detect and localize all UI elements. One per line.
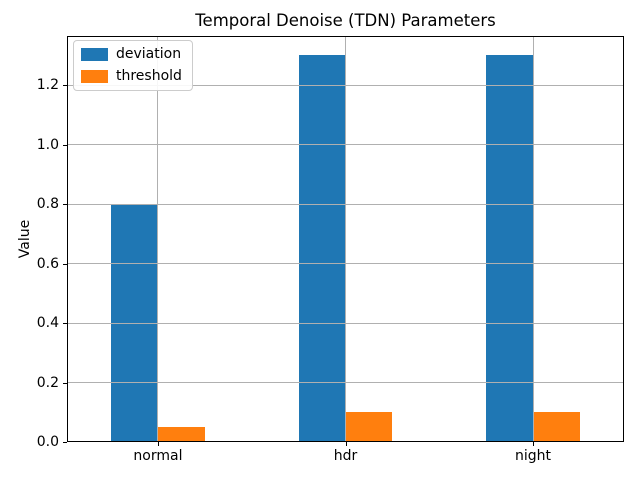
x-gridline	[532, 36, 534, 442]
bars-layer	[67, 36, 624, 442]
y-tick-mark	[63, 263, 67, 265]
legend-label-deviation: deviation	[116, 46, 182, 62]
x-tick-label-normal: normal	[133, 448, 183, 464]
y-tick-label: 0.8	[36, 196, 59, 213]
legend: deviation threshold	[73, 40, 193, 91]
y-tick-label: 0.0	[36, 434, 59, 450]
bar-deviation-hdr	[298, 55, 346, 442]
legend-swatch-threshold-icon	[81, 70, 108, 83]
bar-threshold-night	[533, 412, 580, 442]
x-tick-mark	[533, 442, 535, 446]
x-gridline	[157, 36, 159, 442]
x-gridline	[345, 36, 346, 442]
y-tick-mark	[63, 442, 67, 443]
grid-layer	[67, 36, 624, 442]
y-tick-label: 0.4	[36, 315, 59, 332]
chart-title: Temporal Denoise (TDN) Parameters	[195, 11, 496, 30]
x-tick-mark	[157, 442, 159, 446]
y-tick-label: 0.6	[36, 255, 59, 272]
y-tick-label: 0.2	[36, 374, 59, 391]
x-tick-label-night: night	[515, 448, 552, 464]
legend-label-threshold: threshold	[116, 68, 182, 84]
y-tick-mark	[63, 382, 67, 384]
x-tick-mark	[345, 442, 347, 446]
y-tick-mark	[63, 204, 67, 206]
legend-swatch-deviation-icon	[81, 48, 108, 61]
y-tick-label: 1.2	[36, 77, 59, 94]
y-tick-mark	[63, 85, 67, 87]
bar-threshold-normal	[157, 427, 205, 442]
y-axis-label: Value	[17, 219, 33, 259]
x-tick-label-hdr: hdr	[333, 448, 358, 464]
legend-item-threshold: threshold	[81, 68, 182, 85]
bar-threshold-hdr	[345, 412, 393, 442]
y-tick-label: 1.0	[36, 136, 59, 153]
y-tick-mark	[63, 144, 67, 146]
bar-deviation-night	[486, 55, 534, 442]
plot-area: deviation threshold	[67, 36, 624, 442]
y-tick-mark	[63, 323, 67, 325]
legend-item-deviation: deviation	[81, 46, 182, 63]
